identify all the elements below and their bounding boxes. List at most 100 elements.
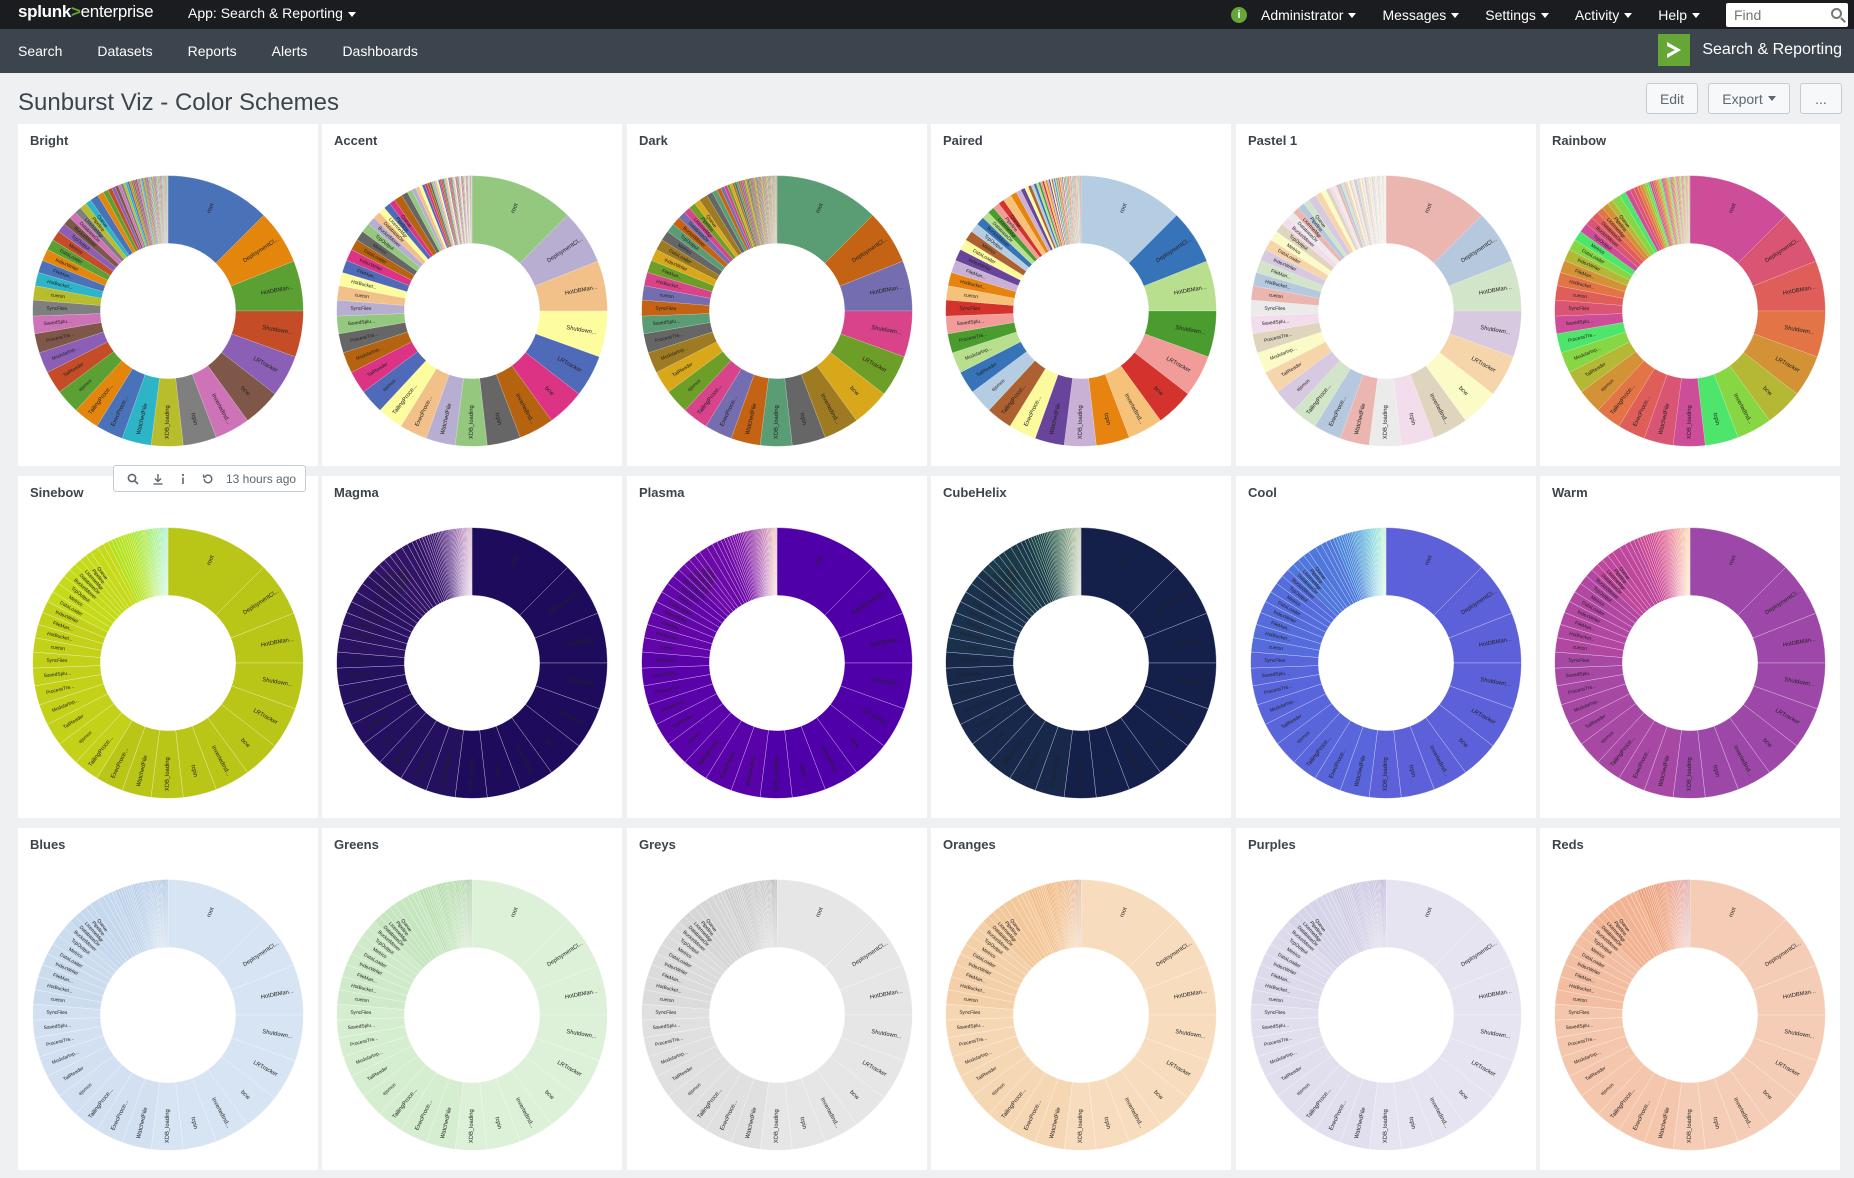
panel-greys: Greys root DeploymentCl... HotDBMan... Shutd… bbox=[627, 828, 927, 1170]
export-button-label: Export bbox=[1722, 90, 1763, 107]
find-input[interactable] bbox=[1726, 2, 1826, 27]
segment-label: root bbox=[1119, 906, 1129, 918]
segment-label: SavedSplu... bbox=[653, 318, 681, 327]
sunburst-chart[interactable]: rootDeploymentCl...HotDBMan...Shutdown..… bbox=[632, 162, 922, 460]
nav-dashboards[interactable]: Dashboards bbox=[342, 43, 418, 59]
sunburst-segment[interactable] bbox=[1128, 214, 1208, 287]
sunburst-chart[interactable]: rootDeploymentCl...HotDBMan...Shutdown..… bbox=[936, 162, 1226, 460]
segment-label: Shutdown... bbox=[1480, 677, 1512, 688]
panel-title: Sinebow bbox=[30, 485, 84, 500]
sunburst-segment[interactable] bbox=[215, 214, 295, 287]
sunburst-chart[interactable]: rootDeploymentCl...HotDBMan...Shutdown..… bbox=[327, 162, 617, 460]
sunburst-segment[interactable] bbox=[1433, 214, 1513, 287]
nav-alerts[interactable]: Alerts bbox=[271, 43, 308, 59]
segment-label: cueton bbox=[354, 996, 369, 1004]
menu-administrator[interactable]: Administrator bbox=[1261, 7, 1357, 23]
chevron-down-icon bbox=[1692, 13, 1700, 19]
segment-label: SavedSplu... bbox=[653, 670, 681, 679]
nav-reports[interactable]: Reports bbox=[187, 43, 237, 59]
sunburst-chart[interactable]: rootDeploymentCl...HotDBMan...Shutdown..… bbox=[1241, 866, 1531, 1164]
sunburst-chart[interactable]: rootDeploymentCl...HotDBMan...Shutdown..… bbox=[1241, 162, 1531, 460]
sunburst-chart[interactable]: rootDeploymentCl...HotDBMan...Shutdown..… bbox=[1545, 514, 1835, 812]
segment-label: tcpin bbox=[798, 412, 807, 425]
sunburst-chart[interactable]: rootDeploymentCl...HotDBMan...Shutdown..… bbox=[23, 162, 313, 460]
menu-messages-label: Messages bbox=[1382, 6, 1447, 23]
sunburst-chart[interactable]: rootDeploymentCl...HotDBMan...Shutdown..… bbox=[1241, 514, 1531, 812]
top-bar: splunk>enterprise App: Search & Reportin… bbox=[0, 0, 1854, 29]
sunburst-chart[interactable]: rootDeploymentCl...HotDBMan...Shutdown..… bbox=[632, 866, 922, 1164]
segment-label: cueton bbox=[50, 996, 65, 1004]
edit-button[interactable]: Edit bbox=[1646, 83, 1698, 114]
segment-label: SavedSplu... bbox=[957, 318, 985, 327]
search-icon[interactable] bbox=[126, 472, 140, 486]
sunburst-chart[interactable]: rootDeploymentCl...HotDBMan...Shutdown..… bbox=[632, 514, 922, 812]
refresh-icon[interactable] bbox=[201, 472, 215, 486]
sunburst-chart[interactable]: rootDeploymentCl...HotDBMan...Shutdown..… bbox=[1545, 866, 1835, 1164]
segment-label: cueton bbox=[1268, 644, 1283, 652]
segment-label: tcpin bbox=[1102, 764, 1111, 777]
chevron-down-icon bbox=[1767, 96, 1776, 101]
segment-label: Shutdown... bbox=[1175, 677, 1207, 688]
more-actions-label: ... bbox=[1815, 90, 1827, 107]
panel-pastel1: Pastel 1 root DeploymentCl... HotDBMan... Sh… bbox=[1236, 124, 1536, 466]
more-actions-button[interactable]: ... bbox=[1800, 83, 1842, 114]
page-title: Sunburst Viz - Color Schemes bbox=[18, 89, 340, 116]
panel-title: Paired bbox=[943, 133, 983, 148]
sunburst-segment[interactable] bbox=[1080, 175, 1178, 264]
sunburst-chart[interactable]: rootDeploymentCl...HotDBMan...Shutdown..… bbox=[936, 866, 1226, 1164]
search-icon[interactable] bbox=[1831, 7, 1842, 19]
segment-label: cueton bbox=[354, 292, 369, 300]
menu-messages[interactable]: Messages bbox=[1382, 6, 1460, 23]
segment-label: tcpin bbox=[1407, 1116, 1416, 1129]
segment-label: SyncFiles bbox=[1264, 1010, 1286, 1016]
segment-label: SyncFiles bbox=[1568, 658, 1590, 664]
info-icon[interactable] bbox=[176, 472, 190, 486]
chevron-down-icon bbox=[1624, 13, 1633, 19]
sunburst-chart[interactable]: rootDeploymentCl...HotDBMan...Shutdown..… bbox=[327, 514, 617, 812]
segment-label: Shutdown... bbox=[262, 325, 294, 336]
sunburst-segment[interactable] bbox=[776, 175, 874, 264]
segment-label: XDB_loading bbox=[1383, 757, 1389, 791]
sunburst-segment[interactable] bbox=[471, 175, 569, 264]
app-menu[interactable]: App: Search & Reporting bbox=[188, 5, 356, 21]
panel-greens: Greens root DeploymentCl... HotDBMan... Shut… bbox=[322, 828, 622, 1170]
export-button[interactable]: Export bbox=[1708, 83, 1790, 114]
segment-label: XDB_loading bbox=[165, 1109, 171, 1143]
chevron-down-icon bbox=[1540, 13, 1549, 19]
panel-accent: Accent root DeploymentCl... HotDBMan... Shut… bbox=[322, 124, 622, 466]
sunburst-chart[interactable]: rootDeploymentCl...HotDBMan...Shutdown..… bbox=[1545, 162, 1835, 460]
app-title[interactable]: Search & Reporting bbox=[1658, 34, 1842, 66]
sunburst-segment[interactable] bbox=[824, 214, 904, 287]
segment-label: SyncFiles bbox=[350, 306, 372, 312]
segment-label: SyncFiles bbox=[46, 658, 68, 664]
sunburst-chart[interactable]: rootDeploymentCl...HotDBMan...Shutdown..… bbox=[23, 866, 313, 1164]
panel-warm: Warm root DeploymentCl... HotDBMan... Shutdo… bbox=[1540, 476, 1840, 818]
sunburst-chart[interactable]: rootDeploymentCl...HotDBMan...Shutdown..… bbox=[327, 866, 617, 1164]
health-status-icon[interactable]: i bbox=[1230, 6, 1247, 23]
segment-label: SyncFiles bbox=[959, 658, 981, 664]
segment-label: XDB_loading bbox=[774, 405, 780, 439]
nav-datasets[interactable]: Datasets bbox=[97, 43, 153, 59]
segment-label: tcpin bbox=[189, 412, 198, 425]
splunk-logo[interactable]: splunk>enterprise bbox=[18, 2, 154, 22]
sunburst-chart[interactable]: rootDeploymentCl...HotDBMan...Shutdown..… bbox=[936, 514, 1226, 812]
sunburst-segment[interactable] bbox=[1385, 175, 1483, 264]
panel-magma: Magma root DeploymentCl... HotDBMan... Shutd… bbox=[322, 476, 622, 818]
sunburst-segment[interactable] bbox=[1689, 175, 1787, 264]
sunburst-segment[interactable] bbox=[519, 214, 599, 287]
segment-label: root bbox=[1424, 906, 1434, 918]
menu-settings[interactable]: Settings bbox=[1485, 7, 1549, 23]
menu-help[interactable]: Help bbox=[1658, 7, 1700, 23]
sunburst-segment[interactable] bbox=[167, 175, 265, 264]
segment-label: SyncFiles bbox=[1568, 306, 1590, 312]
logo-brand: splunk bbox=[18, 2, 71, 21]
download-icon[interactable] bbox=[151, 472, 165, 486]
sunburst-chart[interactable]: rootDeploymentCl...HotDBMan...Shutdown..… bbox=[23, 514, 313, 812]
panel-title: Warm bbox=[1552, 485, 1588, 500]
nav-search[interactable]: Search bbox=[18, 43, 63, 59]
menu-activity[interactable]: Activity bbox=[1575, 7, 1633, 23]
segment-label: cueton bbox=[1572, 644, 1587, 652]
segment-label: root bbox=[815, 202, 825, 214]
sunburst-segment[interactable] bbox=[1737, 214, 1817, 287]
segment-label: SavedSplu... bbox=[44, 1022, 72, 1031]
